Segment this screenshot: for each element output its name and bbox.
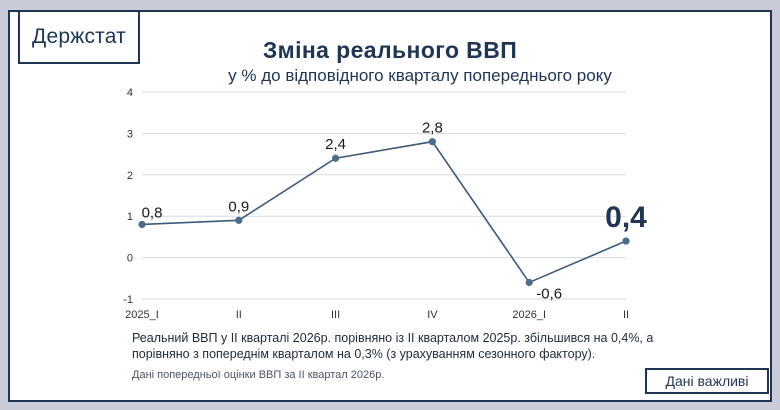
x-tick-label: III (331, 309, 340, 321)
logo: Держстат (18, 10, 140, 64)
data-points (138, 138, 630, 287)
y-tick-label: 1 (127, 211, 133, 223)
data-label: 0,9 (228, 198, 249, 215)
data-point (235, 216, 243, 224)
chart-subtitle: у % до відповідного кварталу попередньог… (228, 66, 612, 85)
x-tick-label: II (623, 309, 629, 321)
note-text: Реальний ВВП у II кварталі 2026р. порівн… (132, 331, 654, 361)
data-label: 0,8 (142, 204, 163, 221)
x-axis-ticks: 2025_I II III IV 2026_I II (125, 309, 629, 321)
data-point (622, 237, 630, 245)
data-label: -0,6 (536, 285, 562, 302)
data-labels: 0,8 0,9 2,4 2,8 -0,6 0,4 (142, 120, 648, 303)
y-tick-label: 3 (127, 128, 133, 140)
y-tick-label: 2 (127, 170, 133, 182)
data-label: 2,4 (325, 136, 346, 153)
grid-lines (142, 91, 626, 300)
series-polyline (141, 140, 627, 284)
x-tick-label: IV (427, 309, 438, 321)
data-label-highlight: 0,4 (605, 201, 647, 234)
data-point (138, 220, 146, 229)
chart-card (8, 10, 772, 402)
data-point (332, 154, 340, 162)
x-tick-label: 2026_I (512, 309, 546, 321)
data-important-badge[interactable]: Дані важливі (645, 368, 769, 394)
y-axis-ticks: 4 3 2 1 0 -1 (123, 87, 133, 306)
y-tick-label: 4 (127, 87, 133, 99)
series-line (141, 140, 627, 284)
y-tick-label: -1 (123, 294, 133, 306)
y-tick-label: 0 (127, 253, 133, 265)
footnote-text: Дані попередньої оцінки ВВП за II кварта… (132, 369, 385, 381)
data-point (525, 278, 533, 287)
x-tick-label: 2025_I (125, 309, 159, 321)
data-label: 2,8 (422, 120, 443, 137)
chart-title: Зміна реального ВВП (262, 37, 518, 63)
data-point (428, 138, 436, 146)
x-tick-label: II (236, 309, 242, 321)
